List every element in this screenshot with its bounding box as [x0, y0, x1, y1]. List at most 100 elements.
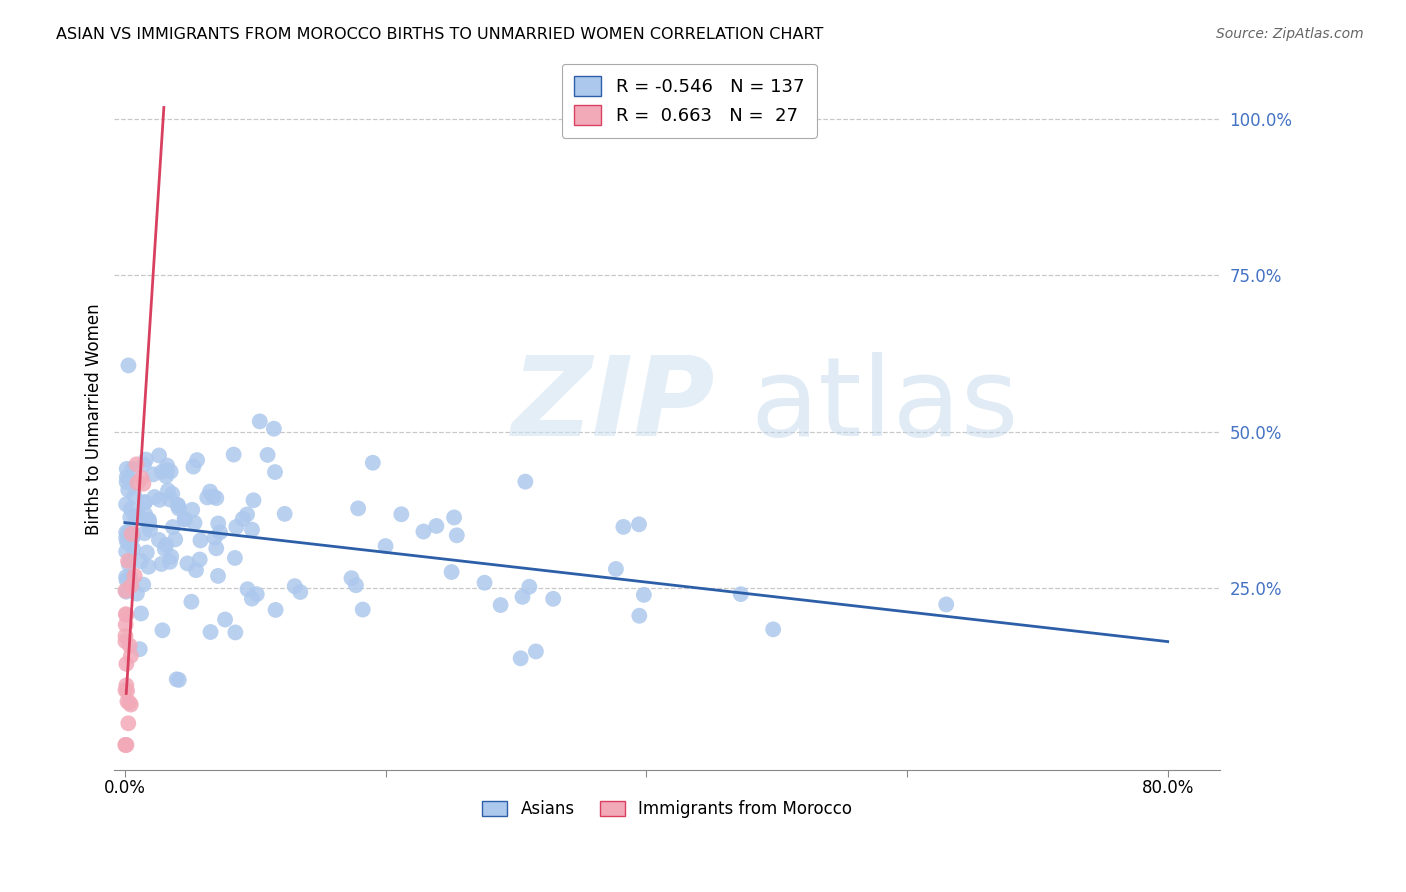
Point — [120, 510, 142, 524]
Point — [129, 554, 152, 568]
Point — [232, 512, 254, 526]
Point — [138, 513, 160, 527]
Point — [181, 503, 204, 517]
Point — [128, 642, 150, 657]
Point — [135, 452, 157, 467]
Point — [240, 523, 263, 537]
Point — [446, 528, 468, 542]
Point — [115, 584, 138, 599]
Point — [120, 579, 142, 593]
Point — [249, 414, 271, 428]
Point — [143, 490, 166, 504]
Point — [290, 585, 312, 599]
Point — [612, 520, 634, 534]
Point — [132, 577, 155, 591]
Point — [207, 569, 229, 583]
Point — [509, 651, 531, 665]
Point — [115, 462, 138, 476]
Point — [236, 508, 259, 522]
Point — [162, 520, 184, 534]
Point — [205, 541, 228, 556]
Text: 0.0%: 0.0% — [104, 780, 146, 797]
Point — [125, 586, 148, 600]
Point — [208, 525, 231, 540]
Point — [190, 533, 212, 548]
Point — [132, 476, 155, 491]
Point — [205, 491, 228, 505]
Point — [115, 573, 138, 587]
Point — [159, 465, 181, 479]
Text: ZIP: ZIP — [512, 351, 716, 458]
Point — [118, 557, 141, 571]
Point — [139, 523, 162, 537]
Point — [173, 513, 195, 527]
Point — [166, 498, 188, 512]
Point — [541, 591, 564, 606]
Point — [628, 608, 651, 623]
Point — [186, 453, 208, 467]
Point — [156, 463, 179, 477]
Point — [122, 541, 145, 556]
Point — [115, 570, 138, 584]
Point — [605, 562, 627, 576]
Point — [148, 533, 170, 547]
Point — [115, 684, 138, 698]
Point — [149, 492, 172, 507]
Point — [176, 557, 198, 571]
Point — [167, 673, 190, 687]
Point — [352, 602, 374, 616]
Point — [115, 535, 138, 549]
Point — [198, 484, 221, 499]
Point — [152, 624, 174, 638]
Point — [115, 470, 138, 484]
Point — [124, 489, 146, 503]
Point — [264, 465, 287, 479]
Point — [762, 623, 785, 637]
Point — [134, 495, 156, 509]
Point — [135, 545, 157, 559]
Point — [183, 516, 205, 530]
Point — [264, 603, 287, 617]
Y-axis label: Births to Unmarried Women: Births to Unmarried Women — [86, 303, 103, 535]
Point — [207, 516, 229, 531]
Point — [115, 678, 138, 692]
Point — [134, 508, 156, 522]
Point — [374, 539, 396, 553]
Point — [129, 607, 152, 621]
Point — [389, 508, 412, 522]
Point — [117, 483, 139, 497]
Point — [515, 475, 537, 489]
Point — [155, 538, 177, 552]
Point — [138, 559, 160, 574]
Point — [195, 491, 218, 505]
Point — [202, 490, 225, 504]
Point — [150, 557, 173, 571]
Point — [153, 541, 176, 556]
Point — [344, 578, 367, 592]
Point — [184, 563, 207, 577]
Point — [117, 554, 139, 568]
Point — [114, 617, 136, 632]
Point — [222, 448, 245, 462]
Point — [131, 471, 153, 485]
Point — [118, 524, 141, 538]
Point — [125, 458, 148, 472]
Point — [120, 648, 142, 663]
Point — [443, 510, 465, 524]
Point — [225, 520, 247, 534]
Point — [627, 517, 650, 532]
Point — [159, 555, 181, 569]
Point — [347, 501, 370, 516]
Point — [425, 519, 447, 533]
Point — [200, 625, 222, 640]
Point — [489, 598, 512, 612]
Point — [412, 524, 434, 539]
Point — [114, 607, 136, 622]
Point — [117, 694, 139, 708]
Point — [138, 513, 160, 527]
Point — [117, 359, 139, 373]
Point — [155, 469, 177, 483]
Point — [935, 598, 957, 612]
Point — [224, 550, 246, 565]
Point — [173, 512, 195, 526]
